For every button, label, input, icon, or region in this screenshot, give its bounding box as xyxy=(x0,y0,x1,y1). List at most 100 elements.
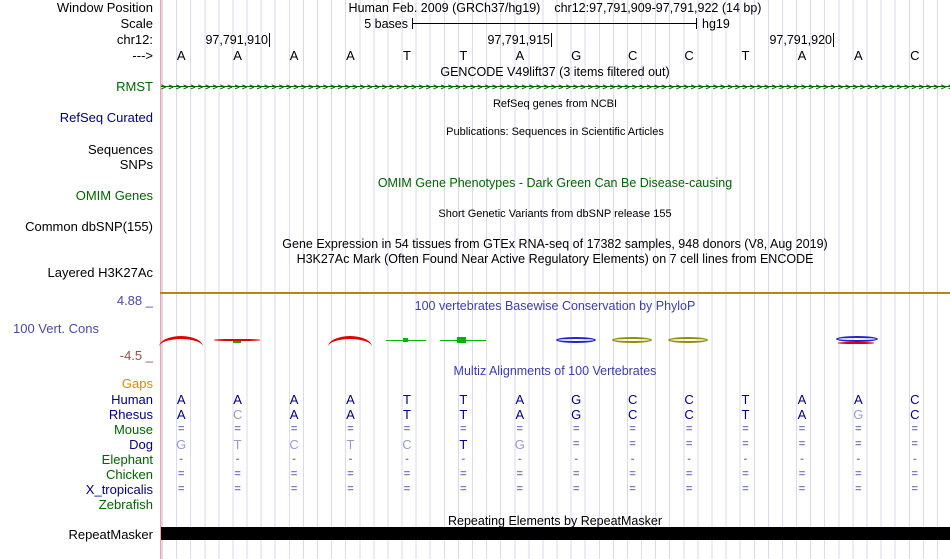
gtex-track-title[interactable]: Gene Expression in 54 tissues from GTEx … xyxy=(282,237,828,251)
alignment-cell: = xyxy=(742,468,749,480)
alignment-cell: = xyxy=(572,438,580,450)
base-letter: C xyxy=(910,48,920,63)
track-label-mouse[interactable]: Mouse xyxy=(113,422,153,437)
alignment-cell: = xyxy=(685,438,693,450)
h3k27ac-track-title[interactable]: H3K27Ac Mark (Often Found Near Active Re… xyxy=(296,252,814,266)
track-label-sequences[interactable]: Sequences xyxy=(87,142,153,157)
alignment-cell: = xyxy=(347,483,354,495)
alignment-cell xyxy=(661,497,717,512)
alignment-cell: = xyxy=(347,468,354,480)
alignment-cell: - xyxy=(348,453,353,465)
refseq-track-title[interactable]: RefSeq genes from NCBI xyxy=(492,98,618,110)
alignment-cell: G xyxy=(571,407,582,422)
alignment-row-mouse: = = = = = = = = = = = = = = xyxy=(153,422,943,437)
alignment-cell: C xyxy=(232,407,243,422)
alignment-cell: = xyxy=(460,423,467,435)
track-label-strand: ---> xyxy=(132,48,153,63)
alignment-cell xyxy=(774,497,830,512)
track-label-refseq-curated[interactable]: RefSeq Curated xyxy=(59,110,153,125)
track-label-rmst[interactable]: RMST xyxy=(116,79,153,94)
phylop-wiggle-track[interactable] xyxy=(159,331,950,349)
alignment-cell: = xyxy=(742,423,749,435)
multiz-track-title[interactable]: Multiz Alignments of 100 Vertebrates xyxy=(453,364,657,378)
alignment-cell xyxy=(435,497,491,512)
alignment-cell: = xyxy=(911,468,918,480)
coordinate-label: 97,791,910 xyxy=(148,33,270,47)
base-letter: T xyxy=(459,48,468,63)
publications-track-title[interactable]: Publications: Sequences in Scientific Ar… xyxy=(446,126,664,138)
alignment-cell xyxy=(717,497,773,512)
alignment-cell: A xyxy=(515,392,525,407)
track-label-cons-max: 4.88 _ xyxy=(116,293,153,308)
track-label-snps[interactable]: SNPs xyxy=(119,157,153,172)
base-letter: C xyxy=(627,48,638,63)
scale-ruler xyxy=(412,18,697,29)
track-label-chicken[interactable]: Chicken xyxy=(106,467,153,482)
alignment-cell: A xyxy=(346,392,355,407)
alignment-cell xyxy=(492,497,548,512)
track-label-omim-genes[interactable]: OMIM Genes xyxy=(75,188,153,203)
assembly-label: Human Feb. 2009 (GRCh37/hg19) xyxy=(348,1,541,15)
base-letter: T xyxy=(741,48,750,63)
alignment-row-chicken: = = = = = = = = = = = = = = xyxy=(153,467,943,482)
alignment-cell xyxy=(887,497,943,512)
alignment-cell: = xyxy=(572,423,580,435)
alignment-cell: T xyxy=(459,407,468,422)
track-label-x-tropicalis[interactable]: X_tropicalis xyxy=(85,482,153,497)
alignment-cell: = xyxy=(234,423,241,435)
alignment-cell: = xyxy=(403,483,411,495)
alignment-cell: = xyxy=(516,483,523,495)
rmst-transcript-arrows[interactable]: >>>>>>>>>>>>>>>>>>>>>>>>>>>>>>>>>>>>>>>>… xyxy=(161,82,950,92)
alignment-cell: - xyxy=(856,453,861,465)
alignment-cell: T xyxy=(459,437,468,452)
alignment-cell: G xyxy=(514,437,525,452)
track-label-cons-min: -4.5 _ xyxy=(119,348,153,363)
alignment-cell: = xyxy=(290,423,298,435)
base-letter: A xyxy=(797,48,807,63)
dbsnp-track-title[interactable]: Short Genetic Variants from dbSNP releas… xyxy=(438,208,672,220)
alignment-cell: = xyxy=(234,468,241,480)
track-label-dog[interactable]: Dog xyxy=(129,437,153,452)
alignment-cell xyxy=(548,497,604,512)
alignment-cell xyxy=(604,497,660,512)
alignment-cell: = xyxy=(911,483,918,495)
alignment-cell: - xyxy=(630,453,635,465)
coordinate-label: 97,791,920 xyxy=(712,33,834,47)
repeatmasker-element-bar[interactable] xyxy=(161,527,950,540)
track-label-vert-cons[interactable]: 100 Vert. Cons xyxy=(13,321,99,336)
track-label-common-dbsnp[interactable]: Common dbSNP(155) xyxy=(25,219,153,234)
coordinate-label: 97,791,915 xyxy=(430,33,552,47)
alignment-cell: G xyxy=(176,437,187,452)
omim-track-title[interactable]: OMIM Gene Phenotypes - Dark Green Can Be… xyxy=(377,176,733,190)
alignment-cell: C xyxy=(627,392,638,407)
alignment-cell: = xyxy=(629,423,636,435)
track-label-layered-h3k27ac[interactable]: Layered H3K27Ac xyxy=(47,265,153,280)
alignment-cell: A xyxy=(797,392,807,407)
alignment-cell: = xyxy=(460,483,467,495)
alignment-cell xyxy=(830,497,886,512)
alignment-cell: A xyxy=(854,392,863,407)
track-label-zebrafish[interactable]: Zebrafish xyxy=(98,497,153,512)
alignment-cell: T xyxy=(741,407,750,422)
base-letter: A xyxy=(176,48,186,63)
track-label-human[interactable]: Human xyxy=(111,392,153,407)
label-image-divider xyxy=(160,0,161,559)
alignment-cell: = xyxy=(629,438,636,450)
gencode-track-title[interactable]: GENCODE V49lift37 (3 items filtered out) xyxy=(440,65,670,79)
track-label-elephant[interactable]: Elephant xyxy=(101,452,153,467)
alignment-cell: A xyxy=(176,392,186,407)
alignment-cell: A xyxy=(233,392,242,407)
alignment-cell: = xyxy=(460,468,467,480)
alignment-cell: = xyxy=(685,483,693,495)
alignment-cell: - xyxy=(800,453,804,465)
repeatmasker-track-title[interactable]: Repeating Elements by RepeatMasker xyxy=(447,514,662,528)
alignment-cell xyxy=(266,497,322,512)
phylop-track-title[interactable]: 100 vertebrates Basewise Conservation by… xyxy=(414,299,696,313)
alignment-cell: - xyxy=(405,453,409,465)
track-label-rhesus[interactable]: Rhesus xyxy=(108,407,153,422)
alignment-cell: = xyxy=(855,468,862,480)
phylop-mark-olive-lens xyxy=(611,337,652,343)
track-label-repeatmasker[interactable]: RepeatMasker xyxy=(68,527,153,542)
track-label-gaps[interactable]: Gaps xyxy=(121,376,153,391)
